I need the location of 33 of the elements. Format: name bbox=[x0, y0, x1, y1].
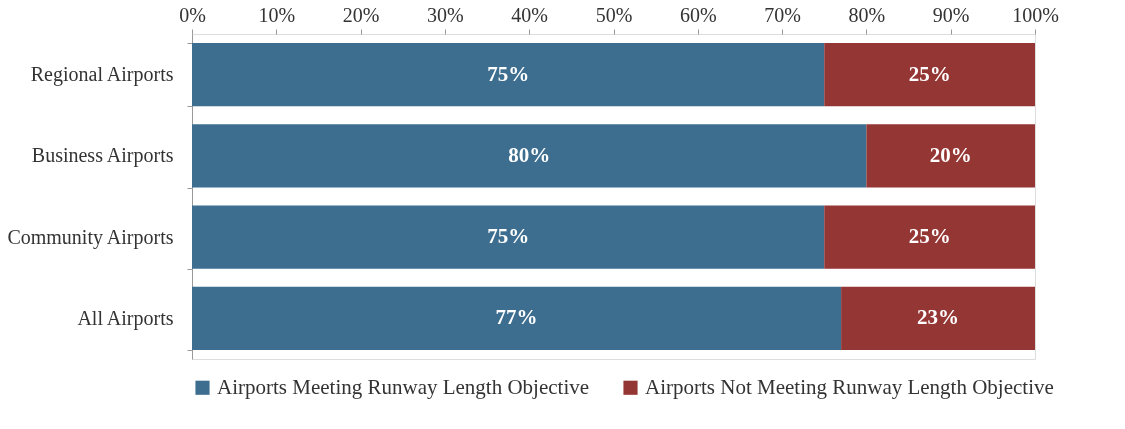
bar bbox=[841, 286, 1035, 351]
bar bbox=[192, 124, 867, 188]
bar bbox=[192, 286, 842, 351]
data-label: 20% bbox=[929, 142, 972, 167]
x-tick-label: 90% bbox=[932, 3, 970, 26]
data-label: 25% bbox=[908, 224, 951, 249]
y-tick-label: Regional Airports bbox=[30, 63, 174, 87]
x-tick-label: 50% bbox=[595, 3, 633, 26]
x-tick-label: 0% bbox=[179, 3, 206, 26]
legend-label: Airports Meeting Runway Length Objective bbox=[217, 374, 590, 399]
y-tick-label: Community Airports bbox=[7, 225, 174, 249]
x-tick-label: 10% bbox=[258, 3, 296, 26]
bar bbox=[866, 124, 1035, 188]
data-label: 75% bbox=[487, 61, 530, 86]
bar bbox=[192, 205, 825, 269]
legend-label: Airports Not Meeting Runway Length Objective bbox=[645, 374, 1054, 399]
bar bbox=[192, 42, 825, 107]
data-label: 77% bbox=[495, 305, 538, 330]
data-label: 23% bbox=[917, 305, 960, 330]
x-tick-label: 70% bbox=[764, 3, 801, 26]
x-tick-label: 80% bbox=[848, 3, 886, 26]
bar bbox=[824, 42, 1035, 107]
y-tick-label: Business Airports bbox=[31, 144, 174, 168]
data-label: 80% bbox=[508, 142, 551, 167]
bar bbox=[824, 205, 1035, 269]
x-tick-label: 30% bbox=[427, 3, 464, 26]
data-label: 25% bbox=[908, 61, 951, 86]
x-tick-label: 60% bbox=[679, 3, 717, 26]
x-tick-label: 20% bbox=[342, 3, 380, 26]
data-label: 75% bbox=[487, 224, 530, 249]
x-tick-label: 100% bbox=[1012, 3, 1059, 26]
x-tick-label: 40% bbox=[511, 3, 549, 26]
y-tick-label: All Airports bbox=[77, 306, 174, 330]
